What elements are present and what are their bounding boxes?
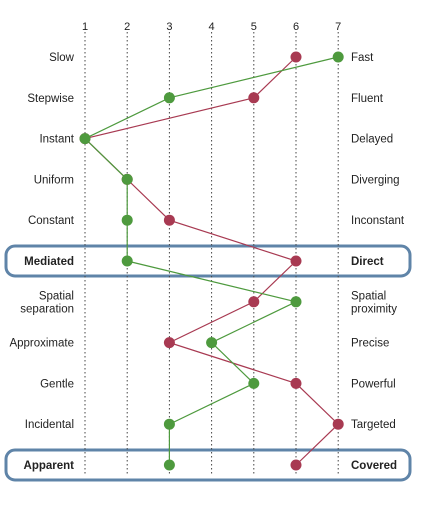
x-tick-label: 6 xyxy=(293,21,299,33)
data-point xyxy=(248,377,260,389)
data-point xyxy=(290,459,302,471)
row-label-left: Slow xyxy=(49,52,75,64)
row-label-left: Incidental xyxy=(25,419,74,431)
row-label-right: Fluent xyxy=(351,93,384,105)
data-point xyxy=(248,296,260,308)
row-label-right: Precise xyxy=(351,338,389,350)
data-point xyxy=(290,255,302,267)
data-point xyxy=(248,92,260,104)
row-label-left: Mediated xyxy=(24,256,74,268)
row-label-right: Direct xyxy=(351,256,384,268)
series-lines xyxy=(79,51,344,471)
highlight-boxes xyxy=(4,244,412,482)
data-point xyxy=(332,418,344,430)
highlight-box xyxy=(4,448,412,482)
data-point xyxy=(206,337,218,349)
row-label-left: Instant xyxy=(39,134,74,146)
data-point xyxy=(290,377,302,389)
x-tick-label: 7 xyxy=(335,21,341,33)
highlight-box xyxy=(4,244,412,278)
row-label-right: Inconstant xyxy=(351,215,405,227)
x-tick-labels: 1 2 3 4 5 6 7 xyxy=(82,21,341,33)
data-point xyxy=(332,51,344,63)
row-label-left: Apparent xyxy=(24,460,75,472)
data-point xyxy=(163,92,175,104)
data-point xyxy=(290,51,302,63)
row-label-left: Spatial separation xyxy=(20,290,74,315)
row-label-left: Gentle xyxy=(40,378,74,390)
row-label-right: Powerful xyxy=(351,378,396,390)
x-tick-label: 4 xyxy=(209,21,215,33)
row-label-left: Uniform xyxy=(34,174,74,186)
x-tick-label: 2 xyxy=(124,21,130,33)
data-point xyxy=(121,214,133,226)
row-label-right: Covered xyxy=(351,460,397,472)
data-point xyxy=(121,255,133,267)
row-label-right: Spatial proximity xyxy=(351,290,397,315)
x-tick-label: 3 xyxy=(166,21,172,33)
row-label-right: Fast xyxy=(351,52,374,64)
row-label-right: Delayed xyxy=(351,134,393,146)
data-point xyxy=(163,459,175,471)
data-point xyxy=(163,418,175,430)
data-point xyxy=(79,133,91,145)
grid-lines xyxy=(84,32,339,476)
x-tick-label: 1 xyxy=(82,21,88,33)
data-point xyxy=(290,296,302,308)
data-point xyxy=(163,214,175,226)
row-labels: Slow Fast Stepwise Fluent Instant Delayed Unif… xyxy=(9,52,404,472)
row-label-left: Constant xyxy=(28,215,75,227)
row-label-left: Approximate xyxy=(9,338,74,350)
row-label-right: Targeted xyxy=(351,419,396,431)
row-label-left: Stepwise xyxy=(27,93,74,105)
data-point xyxy=(163,337,175,349)
row-label-right: Diverging xyxy=(351,174,400,186)
data-point xyxy=(121,173,133,185)
x-tick-label: 5 xyxy=(251,21,257,33)
